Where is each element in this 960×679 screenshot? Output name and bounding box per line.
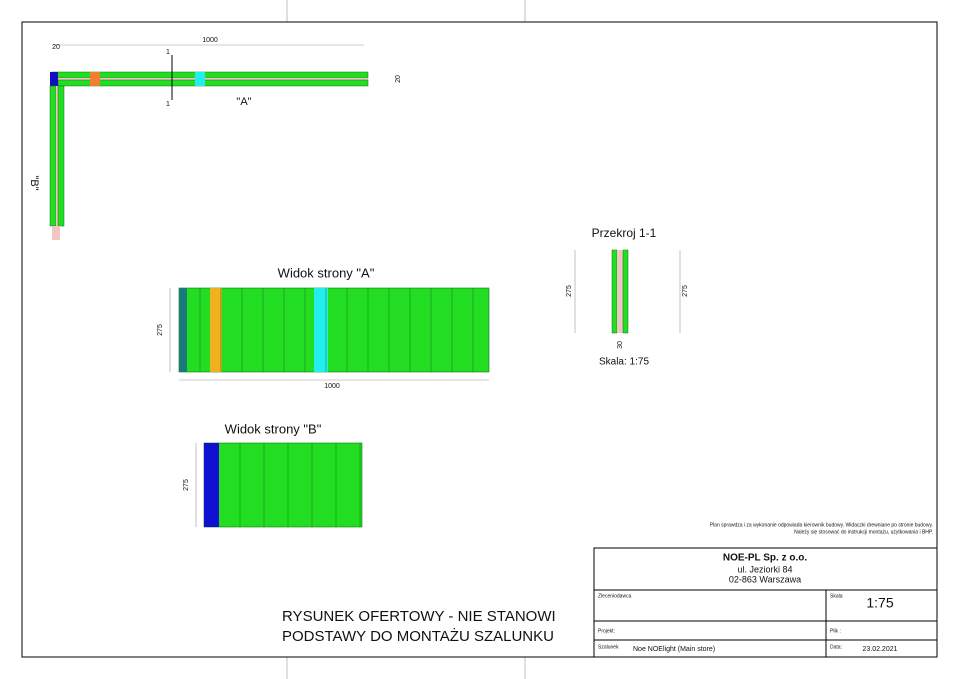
note: Należy się stosować do instrukcji montaż… — [794, 529, 933, 535]
label: Skala — [830, 593, 843, 599]
view-title: Widok strony "A" — [278, 265, 375, 280]
view-b — [203, 442, 363, 528]
note: Plan sprawdza i za wykonanie odpowiada k… — [710, 522, 933, 528]
section-mark: 1 — [166, 101, 170, 108]
dim: 1000 — [202, 37, 218, 44]
view-a — [178, 287, 490, 373]
view-mark: "A" — [236, 96, 251, 108]
dim: 275 — [566, 285, 573, 297]
address: ul. Jeziorki 84 — [737, 564, 792, 574]
dim: 30 — [617, 341, 624, 349]
section-mark: 1 — [166, 49, 170, 56]
view-title: Widok strony "B" — [225, 421, 322, 436]
dim: 275 — [183, 479, 190, 491]
address: 02-863 Warszawa — [729, 574, 801, 584]
dim: 1000 — [324, 383, 340, 390]
footer-text: PODSTAWY DO MONTAŻU SZALUNKU — [282, 627, 554, 645]
view-mark: "B" — [28, 175, 40, 190]
sheet-border — [21, 21, 938, 658]
label: Zleceniodawca — [598, 593, 632, 599]
scale-note: Skala: 1:75 — [599, 357, 649, 368]
date: 23.02.2021 — [862, 646, 897, 653]
label: Data: — [830, 644, 842, 650]
dim: 20 — [52, 44, 60, 51]
label: Plik : — [830, 628, 841, 634]
title-block — [593, 547, 938, 658]
plan-view: 1000 20 1 1 "A" 20 "B" — [28, 37, 402, 240]
dim: 275 — [157, 324, 164, 336]
scale: 1:75 — [866, 595, 893, 611]
dim: 275 — [682, 285, 689, 297]
footer-text: RYSUNEK OFERTOWY - NIE STANOWI — [282, 608, 556, 625]
formwork: Noe NOElight (Main store) — [633, 646, 715, 653]
label: Szalunek — [598, 644, 619, 650]
company: NOE-PL Sp. z o.o. — [723, 553, 807, 564]
section-title: Przekroj 1-1 — [592, 226, 657, 240]
label: Projekt: — [598, 628, 615, 634]
dim: 20 — [395, 75, 402, 83]
